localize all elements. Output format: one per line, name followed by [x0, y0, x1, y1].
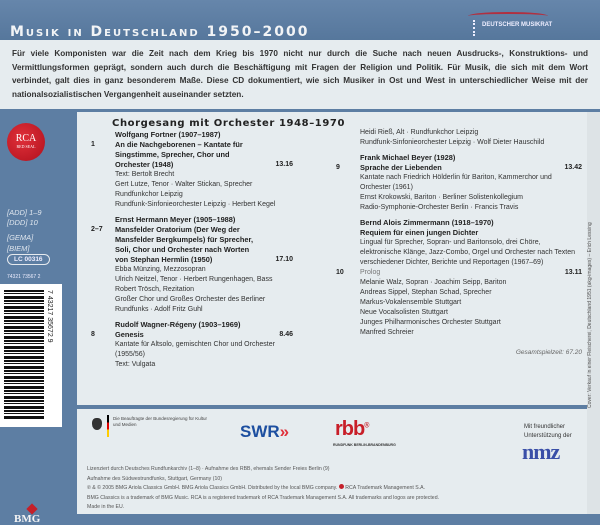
tracklist-left-column: Wolfgang Fortner (1907–1987) An die Nach…: [91, 130, 293, 368]
divider: [77, 405, 587, 409]
bkm-logo-text: Die Beauftragte der Bundesregierung für …: [113, 416, 208, 427]
gema-label: [GEMA]: [7, 233, 34, 242]
legal-credits: Lizenziert durch Deutsches Rundfunkarchi…: [87, 466, 440, 510]
rca-red-seal-logo: RCA RED SEAL: [7, 123, 45, 161]
movement-title: Prolog 10 13.11: [336, 269, 582, 276]
work-title: Genesis 8 8.46: [91, 330, 293, 339]
rbb-subtitle: RUNDFUNK BERLIN-BRANDENBURG: [333, 443, 396, 447]
total-time: Gesamtspielzeit: 67.20: [515, 349, 582, 356]
biem-label: [BIEM]: [7, 244, 30, 253]
series-title: Musik in Deutschland 1950–2000: [10, 24, 310, 40]
track-duration: 13.42: [564, 164, 582, 171]
work-title: An die Nachgeborenen – Kantate für Sings…: [91, 140, 293, 169]
work-title: Mansfelder Oratorium (Der Weg der Mansfe…: [91, 225, 293, 264]
section-title: Chorgesang mit Orchester 1948–1970: [112, 118, 346, 129]
intro-text: Für viele Komponisten war die Zeit nach …: [0, 40, 600, 112]
spine-strip: [587, 112, 600, 514]
track-number: 8: [91, 331, 95, 338]
work-title: Sprache der Liebenden 9 13.42: [336, 163, 582, 172]
track-duration: 13.16: [275, 161, 293, 168]
german-flag-bar: [107, 415, 109, 437]
track-number: 10: [336, 269, 344, 276]
bmg-logo: BMG: [14, 503, 40, 525]
nmz-logo: nmz: [522, 439, 560, 464]
track-number: 1: [91, 141, 95, 148]
track-duration: 17.10: [275, 256, 293, 263]
deutscher-musikrat-logo: DEUTSCHER MUSIKRAT: [468, 12, 578, 36]
track-duration: 8.46: [279, 331, 293, 338]
cover-credit: Cover: Verkauf in einer Fleischerei, Deu…: [587, 222, 593, 408]
swr-logo: SWR»: [240, 422, 290, 441]
nmz-support-text: Mit freundlicher Unterstützung der: [524, 424, 572, 439]
header-band: Musik in Deutschland 1950–2000 DEUTSCHER…: [0, 0, 600, 40]
federal-eagle-icon: [92, 418, 102, 430]
label-code: LC 00316: [7, 254, 50, 265]
sidebar: RCA RED SEAL [ADD] 1–9 [DDD] 10 [GEMA] [BI…: [0, 112, 77, 525]
track-number: 9: [336, 164, 340, 171]
rbb-logo: rbb®: [335, 418, 369, 440]
track-duration: 13.11: [564, 269, 582, 276]
catalog-number: 74321 73567 2: [7, 274, 41, 280]
tracklist-panel: [77, 112, 587, 514]
rca-dog-icon: [338, 484, 344, 489]
tracklist-right-column: Heidi Rieß, Alt · Rundfunkchor Leipzig Ru…: [336, 129, 582, 356]
track-number: 2–7: [91, 226, 103, 233]
recording-codes: [ADD] 1–9 [DDD] 10: [7, 208, 42, 227]
barcode: 7 43217 35672 9: [0, 284, 62, 427]
